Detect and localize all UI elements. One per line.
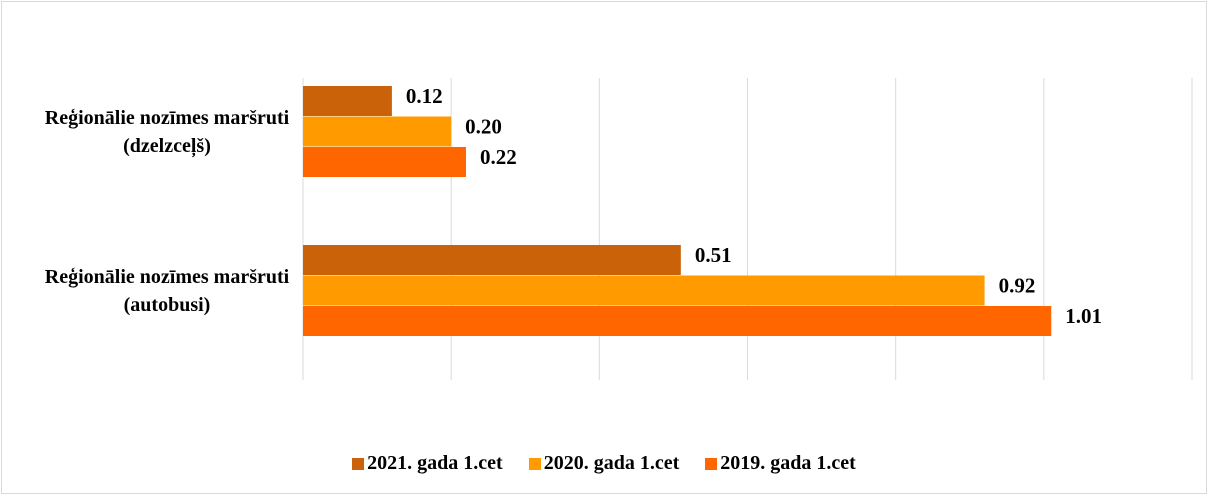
legend-item: 2020. gada 1.cet bbox=[528, 452, 680, 475]
data-label: 0.92 bbox=[999, 273, 1036, 297]
category-label: Reģionālie nozīmes maršruti (autobusi) bbox=[44, 265, 290, 316]
data-label: 0.20 bbox=[465, 114, 502, 138]
bar bbox=[303, 147, 466, 177]
bar bbox=[303, 116, 452, 147]
bar bbox=[303, 245, 681, 275]
legend-item: 2019. gada 1.cet bbox=[705, 452, 856, 475]
data-label: 0.22 bbox=[480, 145, 517, 169]
legend-item: 2021. gada 1.cet bbox=[352, 452, 503, 475]
legend-swatch bbox=[705, 457, 718, 470]
data-label: 0.12 bbox=[406, 84, 443, 108]
legend: 2021. gada 1.cet 2020. gada 1.cet 2019. ga… bbox=[0, 452, 1208, 475]
bar bbox=[303, 306, 1052, 336]
legend-label: 2019. gada 1.cet bbox=[720, 452, 856, 474]
bar bbox=[303, 86, 392, 116]
legend-label: 2020. gada 1.cet bbox=[543, 452, 680, 474]
bar bbox=[303, 275, 985, 306]
legend-swatch bbox=[528, 457, 541, 470]
data-label: 0.51 bbox=[695, 243, 732, 267]
category-label: Reģionālie nozīmes maršruti (dzelzceļš) bbox=[44, 106, 290, 157]
data-label: 1.01 bbox=[1065, 304, 1102, 328]
legend-label: 2021. gada 1.cet bbox=[367, 452, 503, 474]
legend-swatch bbox=[352, 457, 365, 470]
